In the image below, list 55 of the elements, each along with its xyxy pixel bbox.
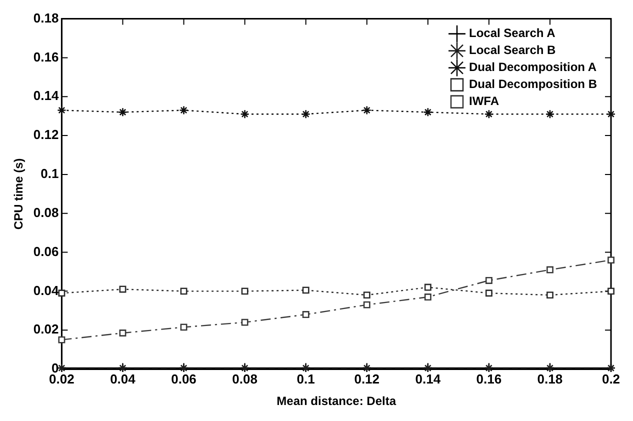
point bbox=[180, 288, 188, 295]
point bbox=[424, 294, 432, 300]
y-tick-label: 0.16 bbox=[33, 49, 59, 64]
point bbox=[485, 290, 492, 297]
point bbox=[545, 109, 555, 119]
point bbox=[606, 109, 616, 119]
y-tick-label: 0.08 bbox=[33, 204, 59, 220]
point bbox=[119, 330, 126, 336]
point bbox=[608, 256, 614, 264]
legend-label: Local Search A bbox=[468, 26, 556, 40]
x-tick-label: 0.16 bbox=[476, 371, 502, 386]
y-tick-label: 0.02 bbox=[33, 322, 59, 337]
point bbox=[423, 108, 433, 117]
point bbox=[302, 286, 310, 294]
point bbox=[363, 301, 370, 308]
x-tick-label: 0.18 bbox=[537, 371, 563, 386]
y-tick-label: 0.04 bbox=[33, 282, 60, 298]
x-tick-label: 0.08 bbox=[232, 371, 258, 386]
x-tick-label: 0.2 bbox=[602, 371, 620, 386]
point bbox=[301, 109, 310, 119]
x-tick-label: 0.14 bbox=[415, 371, 442, 386]
point bbox=[179, 106, 188, 115]
y-tick-label: 0.1 bbox=[40, 166, 59, 182]
legend-label: IWFA bbox=[468, 94, 500, 108]
point bbox=[241, 288, 248, 295]
point bbox=[240, 109, 250, 119]
point bbox=[180, 324, 188, 331]
y-tick-label: 0.14 bbox=[33, 88, 60, 104]
point bbox=[608, 288, 614, 295]
legend-label: Dual Decomposition B bbox=[468, 77, 598, 92]
y-tick-label: 0.06 bbox=[33, 244, 59, 259]
y-tick-label: 0.12 bbox=[33, 127, 59, 142]
legend-label: Local Search B bbox=[468, 43, 556, 58]
point bbox=[363, 292, 370, 299]
point bbox=[58, 290, 66, 297]
x-tick-label: 0.06 bbox=[171, 371, 196, 386]
point bbox=[302, 311, 310, 318]
point bbox=[546, 266, 554, 274]
point bbox=[241, 318, 248, 326]
x-axis-title: Mean distance: Delta bbox=[276, 394, 396, 408]
x-tick-label: 0.1 bbox=[296, 371, 315, 386]
point bbox=[119, 286, 126, 293]
y-tick-label: 0.18 bbox=[33, 10, 59, 26]
x-tick-label: 0.04 bbox=[110, 371, 136, 386]
point bbox=[484, 109, 494, 119]
point bbox=[424, 284, 432, 291]
point bbox=[57, 106, 66, 115]
point bbox=[58, 336, 66, 344]
point bbox=[485, 277, 492, 284]
y-axis-title: CPU time (s) bbox=[12, 158, 26, 230]
point bbox=[546, 292, 554, 299]
x-tick-label: 0.12 bbox=[354, 371, 380, 386]
point bbox=[362, 106, 372, 115]
point bbox=[118, 108, 128, 117]
legend-label: Dual Decomposition A bbox=[468, 60, 597, 74]
